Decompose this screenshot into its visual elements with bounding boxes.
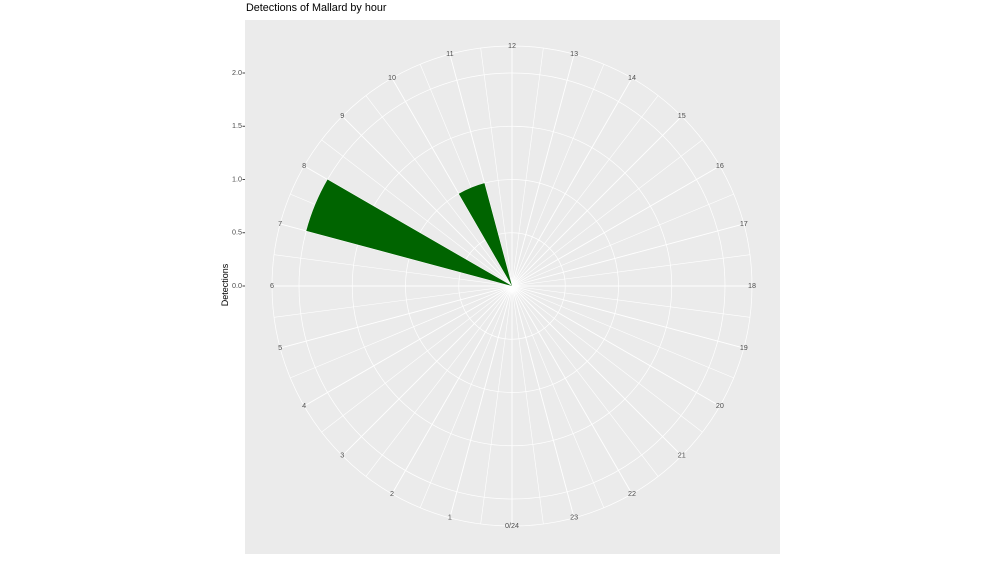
svg-text:22: 22 bbox=[628, 489, 636, 498]
svg-text:0.5: 0.5 bbox=[232, 228, 242, 237]
svg-text:14: 14 bbox=[628, 73, 636, 82]
svg-text:2.0: 2.0 bbox=[232, 68, 242, 77]
svg-text:11: 11 bbox=[446, 49, 453, 58]
svg-text:0/24: 0/24 bbox=[505, 521, 519, 530]
svg-text:9: 9 bbox=[340, 111, 344, 120]
svg-text:2: 2 bbox=[390, 489, 394, 498]
svg-text:20: 20 bbox=[716, 401, 724, 410]
svg-text:15: 15 bbox=[678, 111, 686, 120]
svg-text:16: 16 bbox=[716, 161, 724, 170]
svg-text:7: 7 bbox=[278, 219, 282, 228]
svg-text:1.0: 1.0 bbox=[232, 174, 242, 183]
svg-text:6: 6 bbox=[270, 281, 274, 290]
svg-text:17: 17 bbox=[740, 219, 748, 228]
svg-text:5: 5 bbox=[278, 343, 282, 352]
svg-text:8: 8 bbox=[302, 161, 306, 170]
svg-text:10: 10 bbox=[388, 73, 396, 82]
svg-text:1: 1 bbox=[448, 513, 452, 522]
svg-text:12: 12 bbox=[508, 41, 516, 50]
svg-text:13: 13 bbox=[570, 49, 578, 58]
svg-text:0.0: 0.0 bbox=[232, 281, 242, 290]
svg-text:1.5: 1.5 bbox=[232, 121, 242, 130]
svg-text:18: 18 bbox=[748, 281, 756, 290]
svg-text:21: 21 bbox=[678, 451, 686, 460]
svg-text:3: 3 bbox=[340, 451, 344, 460]
svg-text:23: 23 bbox=[570, 513, 578, 522]
svg-text:4: 4 bbox=[302, 401, 306, 410]
svg-text:19: 19 bbox=[740, 343, 748, 352]
